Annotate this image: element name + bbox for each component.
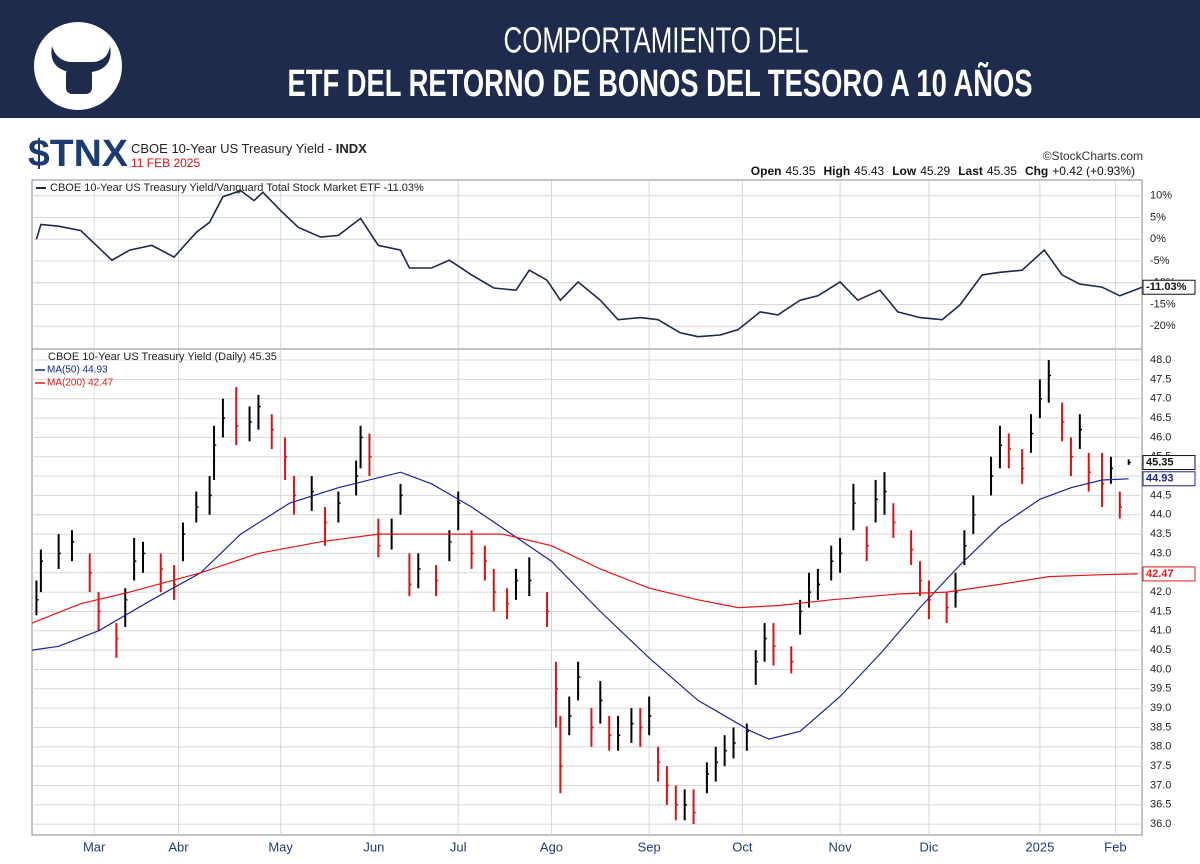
quote-label: Low [892,164,917,178]
quote-value: 45.35 [987,164,1017,178]
value-tag-box [1142,279,1196,295]
y-tick-label: 5% [1150,211,1166,223]
y-tick-label: 44.5 [1150,489,1171,501]
x-tick-label: Feb [1104,839,1126,854]
exchange: INDX [336,141,367,156]
moving-average [31,471,1129,740]
y-tick-label: 38.5 [1150,721,1171,733]
y-tick-label: 10% [1150,190,1172,202]
ratio-line [35,189,1143,338]
legend-entry: MA(200) 42.47 [47,378,114,389]
quote-value: 45.35 [785,164,815,178]
y-tick-label: 40.5 [1150,644,1171,656]
quote-value: 45.29 [920,164,950,178]
logo [34,22,122,110]
date: 11 FEB 2025 [131,156,200,170]
chart-frame [31,179,1143,836]
y-tick-label: 37.5 [1150,760,1171,772]
y-tick-label: 42.0 [1150,586,1171,598]
y-tick-label: 40.0 [1150,663,1171,675]
y-tick-label: 43.0 [1150,547,1171,559]
quote-label: Last [958,164,983,178]
value-tag: 42.47 [1146,568,1174,580]
credit: ©StockCharts.com [1043,149,1143,163]
quote-label: High [823,164,850,178]
header-line1: COMPORTAMIENTO DEL [504,20,809,61]
value-tag: 44.93 [1146,473,1174,485]
x-tick-label: 2025 [1025,839,1054,854]
y-tick-label: 46.0 [1150,431,1171,443]
quote-line: Open 45.35 High 45.43 Low 45.29 Last 45.35 Chg +0… [751,164,1135,178]
x-tick-label: Mar [83,839,106,854]
legend-entry: CBOE 10-Year US Treasury Yield/Vanguard … [50,182,424,194]
legend-entry: CBOE 10-Year US Treasury Yield (Daily) 4… [48,351,277,363]
value-tag: 45.35 [1146,456,1174,468]
value-tag-box [1142,455,1196,471]
x-tick-label: Ago [540,839,563,854]
quote-label: Chg [1025,164,1048,178]
value-tag: -11.03% [1146,281,1187,293]
x-tick-label: Jul [450,839,467,854]
y-tick-label: 44.0 [1150,509,1171,521]
y-tick-label: 47.0 [1150,393,1171,405]
header-band [0,0,1200,118]
quote-value: 45.43 [854,164,884,178]
y-tick-label: 38.0 [1150,741,1171,753]
legend-entry: MA(50) 44.93 [47,365,108,376]
y-tick-label: 41.0 [1150,625,1171,637]
x-tick-label: Nov [829,839,853,854]
y-tick-label: 36.5 [1150,799,1171,811]
y-tick-label: 39.0 [1150,702,1171,714]
x-tick-label: Oct [732,839,753,854]
y-tick-label: 46.5 [1150,412,1171,424]
y-tick-label: 43.5 [1150,528,1171,540]
x-tick-label: Sep [638,839,661,854]
y-tick-label: 36.0 [1150,818,1171,830]
value-tag-box [1142,471,1196,487]
y-tick-label: 39.5 [1150,683,1171,695]
x-tick-label: Jun [363,839,384,854]
quote-label: Open [751,164,782,178]
value-tag-box [1142,566,1196,582]
header-line2: ETF DEL RETORNO DE BONOS DEL TESORO A 10… [288,61,1033,105]
y-tick-label: -15% [1150,298,1176,310]
quote-value: +0.42 (+0.93%) [1052,164,1135,178]
y-tick-label: 0% [1150,233,1166,245]
y-tick-label: 48.0 [1150,354,1171,366]
y-tick-label: -20% [1150,320,1176,332]
symbol-name: CBOE 10-Year US Treasury Yield - INDX [131,141,367,156]
y-tick-label: -5% [1150,255,1170,267]
symbol: $TNX [28,133,129,175]
y-tick-label: 41.5 [1150,605,1171,617]
y-tick-label: 47.5 [1150,373,1171,385]
x-tick-label: Abr [168,839,189,854]
x-tick-label: May [268,839,293,854]
symbol-name-text: CBOE 10-Year US Treasury Yield - [131,141,336,156]
x-tick-label: Dic [919,839,938,854]
moving-average [31,533,1138,624]
y-tick-label: 37.0 [1150,779,1171,791]
